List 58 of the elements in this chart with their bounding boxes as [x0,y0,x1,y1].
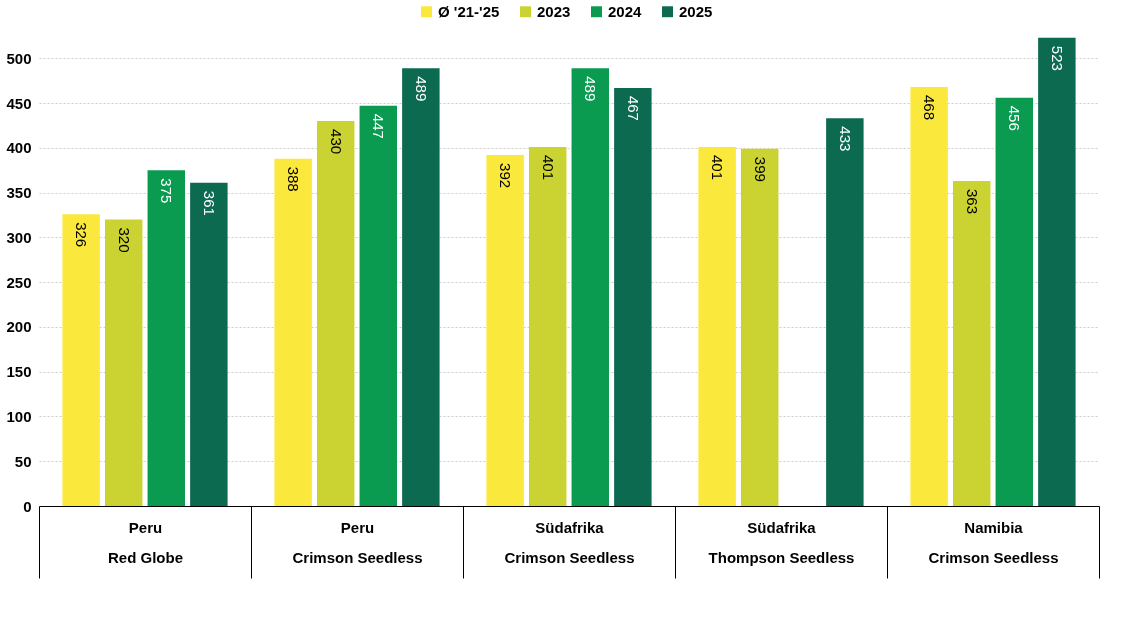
data-label: 468 [921,95,939,121]
data-label: 392 [497,163,515,189]
data-label: 447 [370,113,388,139]
bar [147,170,186,506]
bar [274,158,312,506]
data-label: 399 [751,156,769,182]
data-label: 375 [158,178,176,204]
bar [528,147,567,506]
legend-label: 2023 [537,2,571,20]
x-tick-label: Namibia Crimson Seedless [928,518,1059,566]
data-label: 523 [1048,45,1066,71]
y-tick-label: 50 [14,452,32,470]
y-tick-label: 0 [23,497,32,515]
data-label: 489 [412,76,430,102]
y-tick-label: 200 [6,318,32,336]
data-label: 433 [836,126,854,152]
bar [486,155,524,506]
data-label: 401 [709,155,727,181]
bar [359,105,398,506]
y-tick-label: 350 [6,184,32,202]
x-tick-label: Südafrika Crimson Seedless [504,518,635,566]
data-label: 326 [73,222,91,248]
y-tick-label: 400 [6,139,32,157]
bar [910,87,948,506]
bar [826,118,864,506]
bar [571,68,610,506]
y-tick-label: 450 [6,94,32,112]
y-tick-label: 100 [6,407,32,425]
data-label: 456 [1006,105,1024,131]
data-label: 388 [285,166,303,192]
x-tick-label: Peru Red Globe [107,518,184,566]
bar [190,182,228,506]
y-tick-label: 500 [6,49,32,67]
x-tick-label: Peru Crimson Seedless [292,518,423,566]
bar [740,148,779,506]
data-label: 363 [963,189,981,215]
data-label: 430 [327,129,345,155]
data-label: 467 [624,95,642,121]
bar [402,68,440,506]
bar [62,214,100,506]
y-tick-label: 250 [6,273,32,291]
bar [995,97,1034,506]
bar [1038,37,1076,506]
y-tick-label: 150 [6,363,32,381]
bar [952,181,991,506]
bar [698,147,736,506]
data-label: 320 [115,227,133,253]
bar [614,87,652,506]
data-label: 401 [539,155,557,181]
legend-label: 2025 [679,2,713,20]
bar [104,219,143,506]
data-label: 361 [200,190,218,216]
legend-label: Ø '21-'25 [438,2,500,20]
data-label: 489 [582,76,600,102]
x-tick-label: Südafrika Thompson Seedless [708,518,855,566]
bar [316,121,355,506]
legend-label: 2024 [608,2,643,20]
y-tick-label: 300 [6,228,32,246]
